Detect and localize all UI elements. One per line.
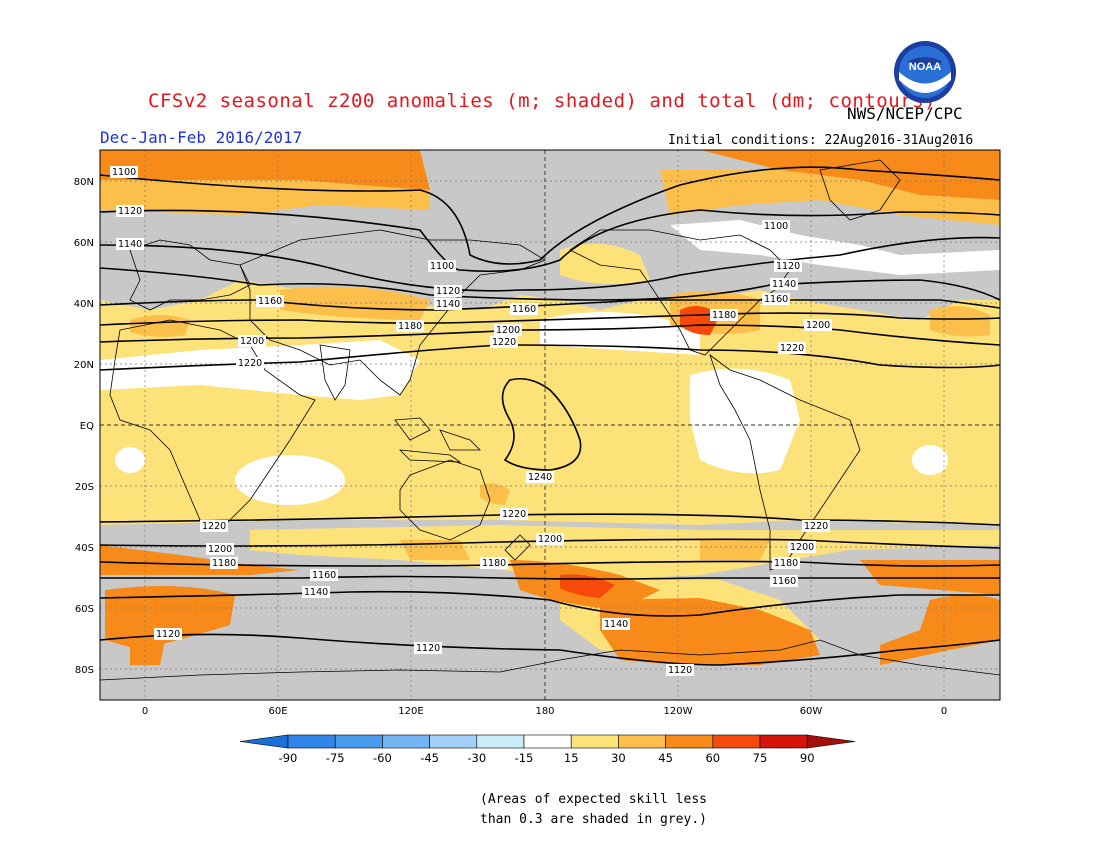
svg-text:20S: 20S [75, 482, 94, 493]
svg-text:120W: 120W [664, 706, 693, 717]
svg-text:1220: 1220 [780, 343, 804, 354]
contour-labels: 1100 1120 1140 1160 1180 1200 1220 1100 … [110, 166, 832, 676]
svg-text:1100: 1100 [112, 167, 136, 178]
svg-text:1180: 1180 [398, 321, 422, 332]
svg-text:NOAA: NOAA [909, 61, 941, 73]
svg-text:1180: 1180 [774, 558, 798, 569]
svg-text:60W: 60W [800, 706, 823, 717]
svg-text:1180: 1180 [482, 558, 506, 569]
svg-text:1140: 1140 [436, 299, 460, 310]
svg-text:1120: 1120 [118, 206, 142, 217]
svg-text:1120: 1120 [668, 665, 692, 676]
svg-text:1160: 1160 [764, 294, 788, 305]
noaa-logo: NOAA [894, 41, 956, 103]
svg-text:1200: 1200 [806, 320, 830, 331]
svg-text:1100: 1100 [430, 261, 454, 272]
svg-text:1120: 1120 [776, 261, 800, 272]
svg-text:60N: 60N [74, 238, 94, 249]
svg-text:0: 0 [142, 706, 148, 717]
svg-text:1200: 1200 [240, 336, 264, 347]
svg-text:1220: 1220 [238, 358, 262, 369]
map-title: CFSv2 seasonal z200 anomalies (m; shaded… [148, 90, 936, 112]
svg-text:80N: 80N [74, 177, 94, 188]
footnote-line-1: (Areas of expected skill less [480, 792, 707, 807]
svg-text:1220: 1220 [492, 337, 516, 348]
season-label: Dec-Jan-Feb 2016/2017 [100, 128, 303, 147]
latitude-axis: 80N 60N 40N 20N EQ 20S 40S 60S 80S [74, 177, 94, 676]
svg-text:1140: 1140 [772, 279, 796, 290]
footnote-line-2: than 0.3 are shaded in grey.) [480, 812, 707, 827]
svg-text:1160: 1160 [512, 304, 536, 315]
svg-text:80S: 80S [75, 665, 94, 676]
svg-text:1140: 1140 [604, 619, 628, 630]
svg-text:1200: 1200 [790, 542, 814, 553]
svg-text:1200: 1200 [496, 325, 520, 336]
longitude-axis: 0 60E 120E 180 120W 60W 0 [142, 706, 947, 717]
agency-label: NWS/NCEP/CPC [847, 104, 963, 123]
svg-text:1120: 1120 [436, 286, 460, 297]
svg-text:1180: 1180 [712, 310, 736, 321]
height-contours [99, 166, 1001, 666]
svg-text:1160: 1160 [312, 570, 336, 581]
svg-text:40S: 40S [75, 543, 94, 554]
svg-text:1220: 1220 [202, 521, 226, 532]
svg-text:1120: 1120 [156, 629, 180, 640]
svg-text:1120: 1120 [416, 643, 440, 654]
svg-text:1100: 1100 [764, 221, 788, 232]
svg-text:1140: 1140 [118, 239, 142, 250]
svg-text:1220: 1220 [804, 521, 828, 532]
svg-text:1200: 1200 [208, 544, 232, 555]
svg-text:20N: 20N [74, 360, 94, 371]
svg-text:1160: 1160 [772, 576, 796, 587]
svg-text:40N: 40N [74, 299, 94, 310]
svg-text:1220: 1220 [502, 509, 526, 520]
svg-text:1200: 1200 [538, 534, 562, 545]
svg-text:120E: 120E [398, 706, 423, 717]
svg-text:1160: 1160 [258, 296, 282, 307]
svg-text:60E: 60E [268, 706, 287, 717]
map-frame [99, 149, 1001, 701]
svg-text:180: 180 [535, 706, 554, 717]
white-band-north [100, 340, 420, 400]
svg-text:1140: 1140 [304, 587, 328, 598]
svg-text:1240: 1240 [528, 472, 552, 483]
svg-text:60S: 60S [75, 604, 94, 615]
svg-text:1180: 1180 [212, 558, 236, 569]
initial-conditions-label: Initial conditions: 22Aug2016-31Aug2016 [668, 133, 974, 148]
svg-text:0: 0 [941, 706, 947, 717]
svg-text:EQ: EQ [80, 421, 94, 432]
